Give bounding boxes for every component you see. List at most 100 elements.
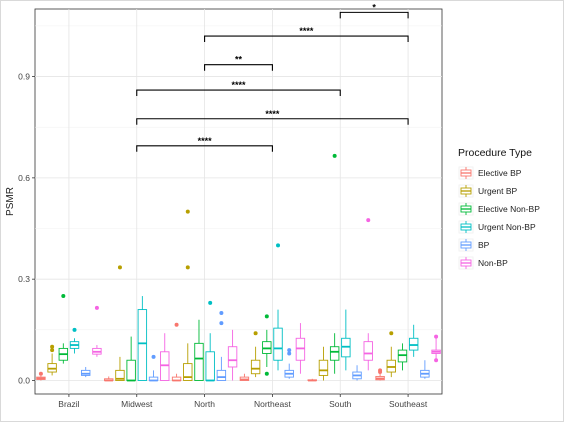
box-elective-non-bp-northeast [262, 314, 272, 376]
significance-bracket [204, 35, 409, 43]
box-elective-non-bp-north [194, 319, 204, 381]
box-series [36, 153, 441, 382]
x-tick-label: Southeast [389, 399, 428, 409]
box-urgent-non-bp-south [341, 309, 351, 371]
box-urgent-non-bp-northeast [273, 243, 283, 371]
box-body [115, 369, 125, 381]
box-body [137, 309, 148, 381]
legend-entry-label: Non-BP [478, 258, 508, 268]
box-body [194, 342, 204, 381]
box-elective-non-bp-south [329, 153, 340, 374]
outlier-point [287, 348, 292, 353]
outlier-point [366, 218, 371, 223]
box-elective-bp-brazil [36, 371, 46, 381]
box-body [250, 359, 261, 375]
y-tick-label: 0.0 [18, 375, 30, 385]
box-urgent-non-bp-north [205, 300, 215, 382]
significance-label: **** [265, 109, 280, 119]
outlier-point [332, 153, 337, 158]
x-tick-label: Midwest [121, 399, 153, 409]
outlier-point [151, 354, 156, 359]
significance-label: * [372, 2, 376, 12]
y-tick-label: 0.3 [18, 274, 30, 284]
legend-entry-label: Urgent Non-BP [478, 222, 536, 232]
outlier-point [219, 321, 224, 326]
box-elective-non-bp-southeast [397, 343, 408, 371]
significance-bracket [204, 64, 273, 71]
box-bp-midwest [148, 354, 159, 382]
outlier-point [94, 305, 99, 310]
box-bp-northeast [284, 348, 294, 379]
significance-label: **** [231, 80, 246, 90]
box-non-bp-north [227, 329, 238, 381]
axes: 0.0 0.3 0.6 0.9 Brazil Midwest North Northeast S… [18, 72, 428, 409]
x-tick-label: Brazil [58, 399, 79, 409]
box-urgent-bp-brazil [47, 344, 57, 376]
outlier-point [185, 209, 190, 214]
box-body [216, 369, 227, 381]
legend-title: Procedure Type [458, 147, 532, 159]
outlier-point [208, 300, 213, 305]
grid-lines [35, 9, 442, 394]
box-urgent-non-bp-midwest [137, 296, 148, 381]
outlier-point [72, 327, 77, 332]
outlier-point [276, 243, 281, 248]
box-elective-bp-north [171, 322, 182, 382]
y-axis-label: PSMR [5, 187, 16, 216]
outlier-point [434, 358, 439, 363]
box-body [318, 359, 329, 376]
significance-bracket [136, 118, 409, 125]
outlier-point [253, 331, 258, 336]
outlier-point [264, 314, 269, 319]
box-body [329, 346, 340, 361]
box-body [205, 351, 215, 381]
y-tick-label: 0.9 [18, 72, 30, 82]
outlier-point [38, 371, 43, 376]
box-non-bp-brazil [92, 305, 102, 357]
box-urgent-bp-midwest [115, 265, 125, 381]
significance-bracket [136, 145, 273, 152]
box-bp-south [352, 365, 362, 381]
box-urgent-bp-southeast [386, 331, 396, 378]
legend-entry-label: Elective Non-BP [478, 204, 540, 214]
box-elective-bp-south [307, 378, 317, 382]
legend-entry-label: Urgent BP [478, 186, 518, 196]
box-body [183, 363, 193, 381]
box-elective-bp-southeast [375, 368, 385, 381]
x-tick-label: Northeast [254, 399, 291, 409]
box-urgent-bp-south [318, 346, 329, 381]
box-bp-southeast [420, 360, 430, 379]
box-elective-bp-midwest [104, 376, 114, 382]
plot-panel [34, 8, 443, 395]
box-urgent-non-bp-southeast [408, 324, 419, 357]
outlier-point [117, 265, 122, 270]
box-body [363, 341, 373, 361]
outlier-point [185, 265, 190, 270]
significance-brackets: ******************* [136, 2, 409, 152]
x-tick-label: South [329, 399, 351, 409]
significance-bracket [339, 11, 409, 19]
box-urgent-bp-northeast [250, 331, 261, 378]
outlier-point [61, 294, 66, 299]
box-bp-brazil [81, 366, 91, 378]
outlier-point [287, 351, 292, 356]
y-tick-label: 0.6 [18, 173, 30, 183]
legend-entry-label: Elective BP [478, 168, 522, 178]
outlier-point [264, 371, 269, 376]
box-body [126, 359, 136, 381]
significance-label: **** [299, 26, 314, 36]
box-elective-non-bp-midwest [126, 336, 136, 382]
box-urgent-non-bp-brazil [69, 327, 80, 354]
outlier-point [50, 344, 55, 349]
significance-label: **** [198, 136, 213, 146]
outlier-point [434, 334, 439, 339]
outlier-point [174, 322, 179, 327]
box-urgent-bp-north [183, 209, 193, 381]
x-tick-label: North [194, 399, 215, 409]
box-body [227, 346, 238, 368]
box-elective-non-bp-brazil [58, 294, 69, 364]
box-elective-bp-northeast [239, 373, 250, 381]
box-non-bp-northeast [295, 323, 306, 374]
